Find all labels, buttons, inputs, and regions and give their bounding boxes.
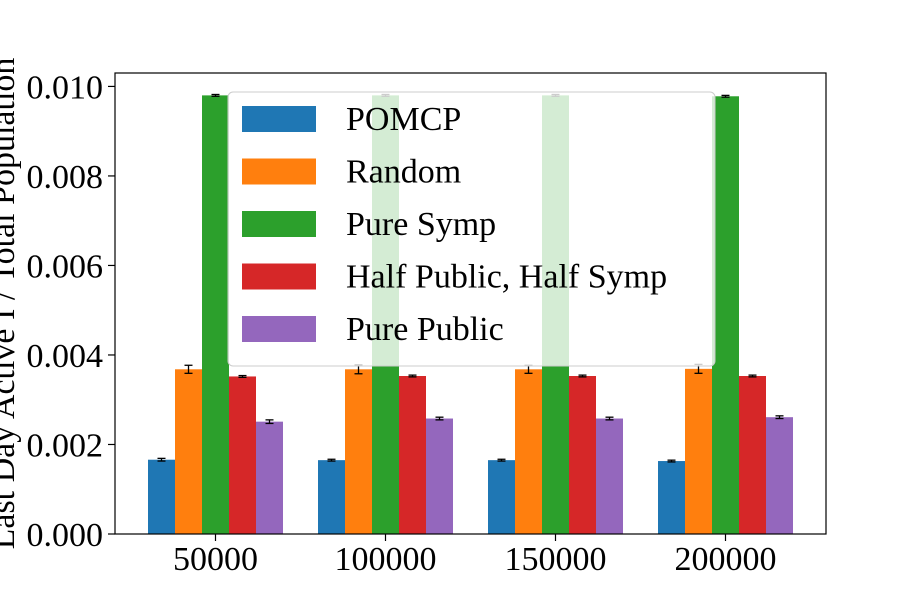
x-tick-label: 50000 bbox=[173, 541, 258, 578]
plot-frame bbox=[114, 72, 827, 535]
bar bbox=[202, 95, 229, 535]
legend-swatch bbox=[242, 211, 316, 237]
bar bbox=[488, 460, 515, 534]
legend-swatch bbox=[242, 106, 316, 132]
axes-layer: 0.000 0.002 0.004 0.006 0.008 0.010 50000 10000… bbox=[27, 69, 827, 578]
y-tick-label: 0.004 bbox=[27, 338, 104, 375]
legend-label: POMCP bbox=[346, 101, 461, 138]
bar bbox=[712, 96, 739, 534]
legend-swatch bbox=[242, 316, 316, 342]
x-tick-label: 200000 bbox=[675, 541, 777, 578]
bar bbox=[426, 418, 453, 534]
legend-box bbox=[227, 91, 716, 367]
bar bbox=[596, 418, 623, 534]
y-axis-label: Last Day Active I / Total Population bbox=[0, 58, 22, 550]
bar bbox=[569, 376, 596, 534]
bar bbox=[399, 376, 426, 534]
y-tick-label: 0.002 bbox=[27, 427, 104, 464]
bar bbox=[739, 376, 766, 534]
y-tick-label: 0.008 bbox=[27, 159, 104, 196]
x-tick-label: 100000 bbox=[335, 541, 437, 578]
legend-label: Pure Public bbox=[346, 311, 504, 348]
legend: POMCP Random Pure Symp Half Public, Half Sy… bbox=[227, 91, 716, 367]
y-tick-label: 0.006 bbox=[27, 248, 104, 285]
y-tick-label: 0.000 bbox=[27, 517, 104, 554]
x-tick-label: 150000 bbox=[505, 541, 607, 578]
legend-label: Pure Symp bbox=[346, 206, 496, 243]
bar bbox=[229, 376, 256, 534]
bar bbox=[658, 461, 685, 534]
bar bbox=[318, 460, 345, 534]
bar bbox=[766, 417, 793, 534]
bar bbox=[256, 421, 283, 534]
bar bbox=[685, 368, 712, 534]
y-tick-label: 0.010 bbox=[27, 69, 104, 106]
bar bbox=[175, 369, 202, 534]
legend-swatch bbox=[242, 263, 316, 290]
bar bbox=[148, 459, 175, 534]
bar bbox=[515, 369, 542, 534]
legend-label: Half Public, Half Symp bbox=[346, 259, 667, 296]
bar bbox=[345, 369, 372, 534]
legend-swatch bbox=[242, 158, 316, 185]
legend-label: Random bbox=[346, 154, 461, 191]
